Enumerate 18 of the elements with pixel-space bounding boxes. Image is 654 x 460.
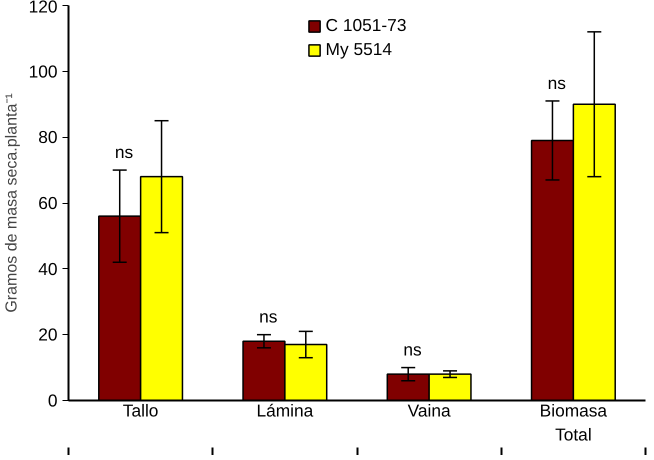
annotation: ns: [259, 306, 278, 327]
y-tick-label: 120: [28, 0, 58, 16]
y-tick-label: 40: [38, 258, 58, 279]
legend-label: C 1051-73: [326, 15, 406, 36]
x-tick-label: Biomasa Total: [540, 400, 608, 444]
x-tick-label: Vaina: [408, 400, 452, 420]
legend-label: My 5514: [326, 39, 392, 60]
annotation: ns: [403, 340, 422, 360]
y-tick-label: 0: [48, 390, 58, 410]
y-tick-label: 80: [38, 127, 58, 148]
annotation: ns: [114, 142, 134, 162]
annotation: ns: [548, 72, 566, 93]
y-tick-label: 20: [38, 324, 58, 345]
y-tick-label: 60: [38, 193, 58, 213]
x-tick-label: Tallo: [122, 400, 158, 420]
x-tick-label: Lámina: [256, 400, 314, 420]
y-tick-label: 100: [28, 61, 58, 82]
y-axis-title: Gramos de masa seca.planta⁻¹: [4, 93, 21, 313]
